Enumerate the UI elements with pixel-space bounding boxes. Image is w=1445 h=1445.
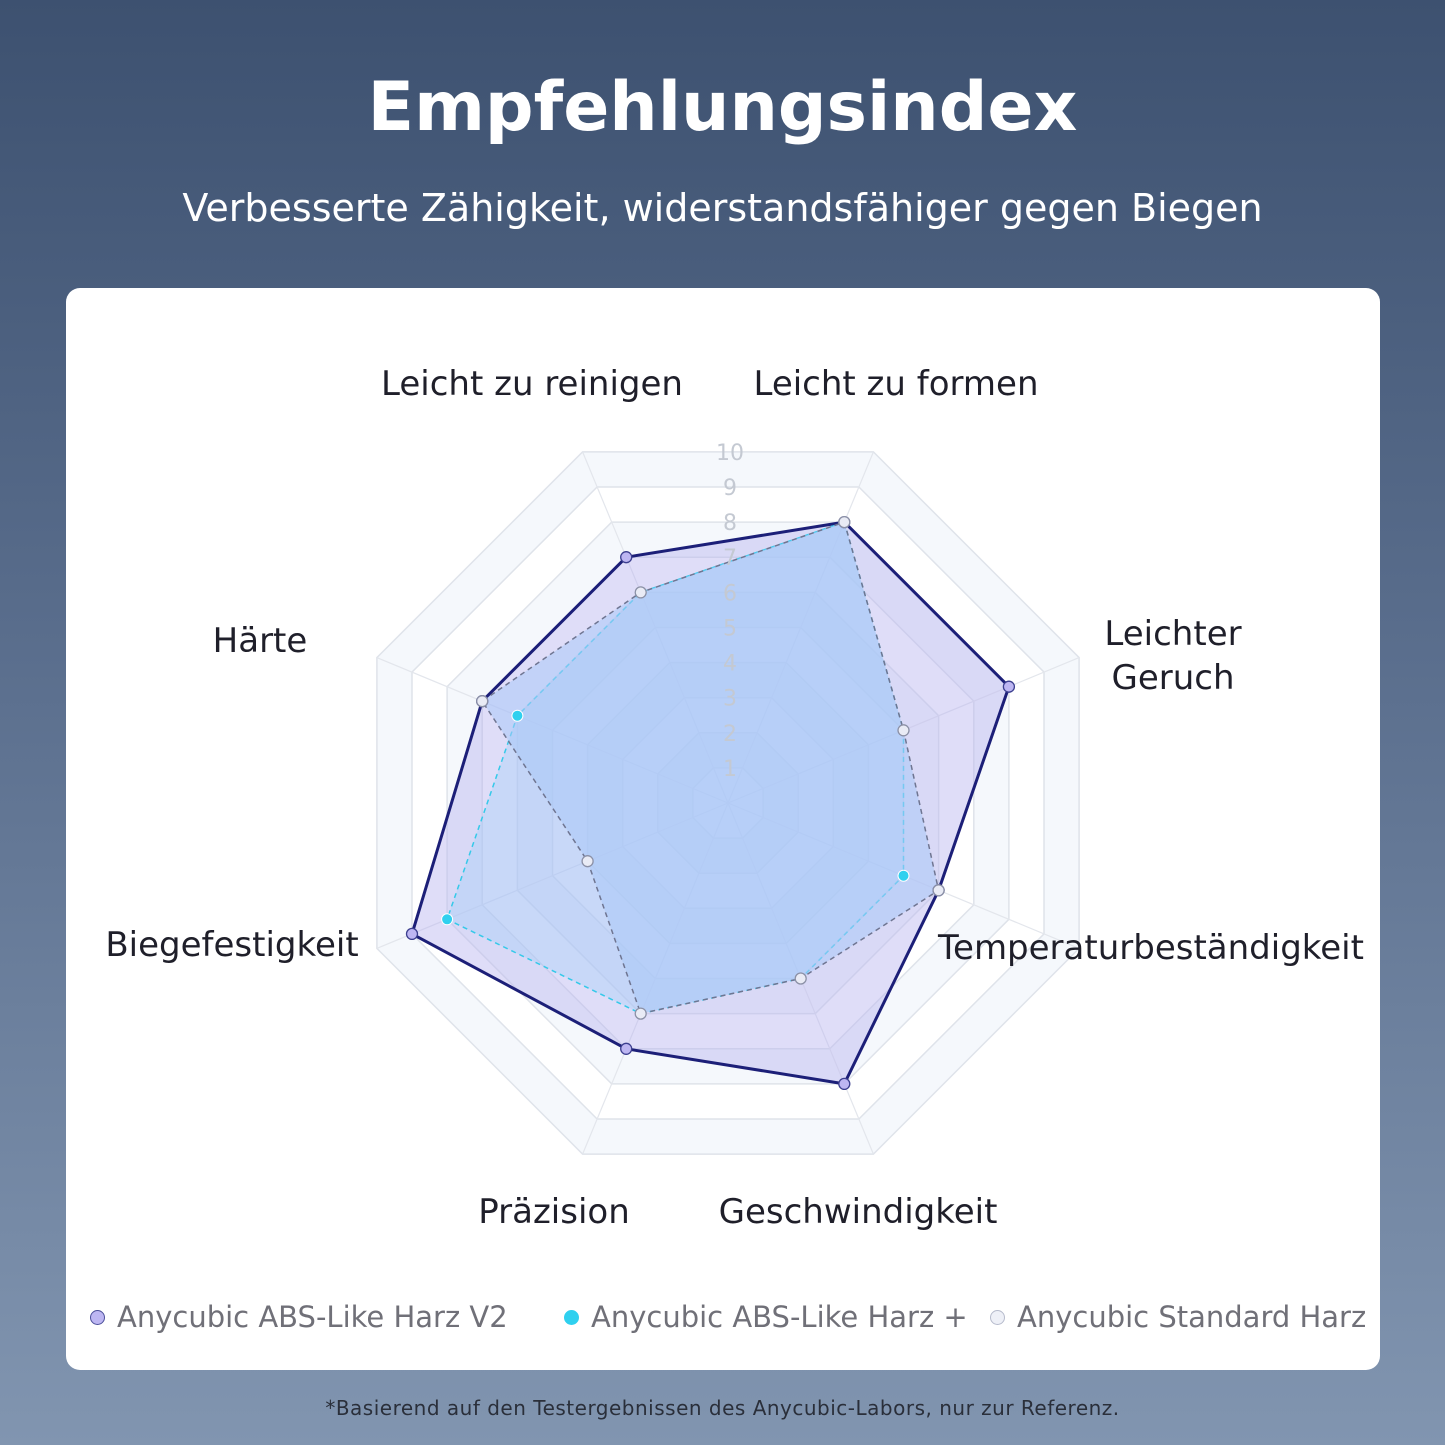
footnote: *Basierend auf den Testergebnissen des A… [325,1396,1120,1420]
series-point-abs-plus-2 [897,869,910,882]
tick-label-5: 5 [723,617,737,642]
radar-axis-labels: Leicht zu formen Leichter Geruch Temperatur… [105,364,1364,1232]
legend-label-abs-v2: Anycubic ABS-Like Harz V2 [117,1300,508,1334]
tick-label-9: 9 [723,476,737,501]
axis-label-2: Temperaturbeständigkeit [937,928,1364,968]
page-subtitle: Verbesserte Zähigkeit, widerstandsfähige… [182,186,1263,230]
series-point-abs-v2-3 [838,1077,851,1091]
legend-item-abs-v2[interactable]: Anycubic ABS-Like Harz V2 [90,1300,508,1334]
series-point-abs-v2-4 [620,1042,633,1055]
radar-chart: 1 2 3 4 5 6 7 8 9 10 Leicht zu formen Leichter Geru… [105,364,1364,1232]
axis-label-6: Härte [213,621,308,661]
series-area-standard [481,521,940,1015]
axis-label-5: Biegefestigkeit [105,925,358,965]
tick-label-4: 4 [723,652,737,677]
radar-series [405,515,1016,1091]
radar-ticks: 1 2 3 4 5 6 7 8 9 10 [716,441,744,782]
series-point-standard-3 [794,972,807,985]
legend-item-standard[interactable]: Anycubic Standard Harz [990,1300,1366,1334]
tick-label-6: 6 [723,581,737,606]
legend-label-standard: Anycubic Standard Harz [1017,1300,1367,1334]
legend-dot-abs-plus [564,1309,579,1325]
series-point-standard-4 [634,1007,647,1020]
axis-label-3: Geschwindigkeit [719,1192,998,1232]
tick-label-1: 1 [723,757,737,782]
axis-label-7: Leicht zu reinigen [381,364,683,404]
tick-label-3: 3 [723,687,737,712]
legend-dot-standard [990,1309,1005,1325]
axis-label-4: Präzision [478,1192,630,1232]
series-point-abs-v2-1 [1002,680,1016,693]
series-point-standard-2 [932,884,945,897]
series-point-standard-0 [838,515,851,529]
axis-label-1: Leichter Geruch [1104,614,1241,698]
chart-legend: Anycubic ABS-Like Harz V2 Anycubic ABS-L… [86,1300,1376,1344]
series-point-abs-plus-6 [511,709,524,722]
axis-label-0: Leicht zu formen [753,364,1038,404]
tick-label-7: 7 [723,546,737,571]
series-point-standard-6 [476,695,489,708]
tick-label-8: 8 [723,511,737,536]
legend-item-abs-plus[interactable]: Anycubic ABS-Like Harz + [564,1300,968,1334]
series-point-standard-5 [581,855,594,868]
legend-dot-abs-v2 [90,1309,105,1325]
series-point-abs-v2-5 [405,927,419,941]
tick-label-2: 2 [723,722,737,747]
legend-label-abs-plus: Anycubic ABS-Like Harz + [591,1300,968,1334]
tick-label-10: 10 [716,441,744,466]
series-point-abs-v2-7 [620,551,633,564]
page-title: Empfehlungsindex [367,68,1078,147]
series-point-abs-plus-5 [441,913,454,926]
series-point-standard-1 [897,724,910,737]
series-point-standard-7 [634,586,647,599]
chart-card: 1 2 3 4 5 6 7 8 9 10 Leicht zu formen Leichter Geru… [66,288,1380,1370]
